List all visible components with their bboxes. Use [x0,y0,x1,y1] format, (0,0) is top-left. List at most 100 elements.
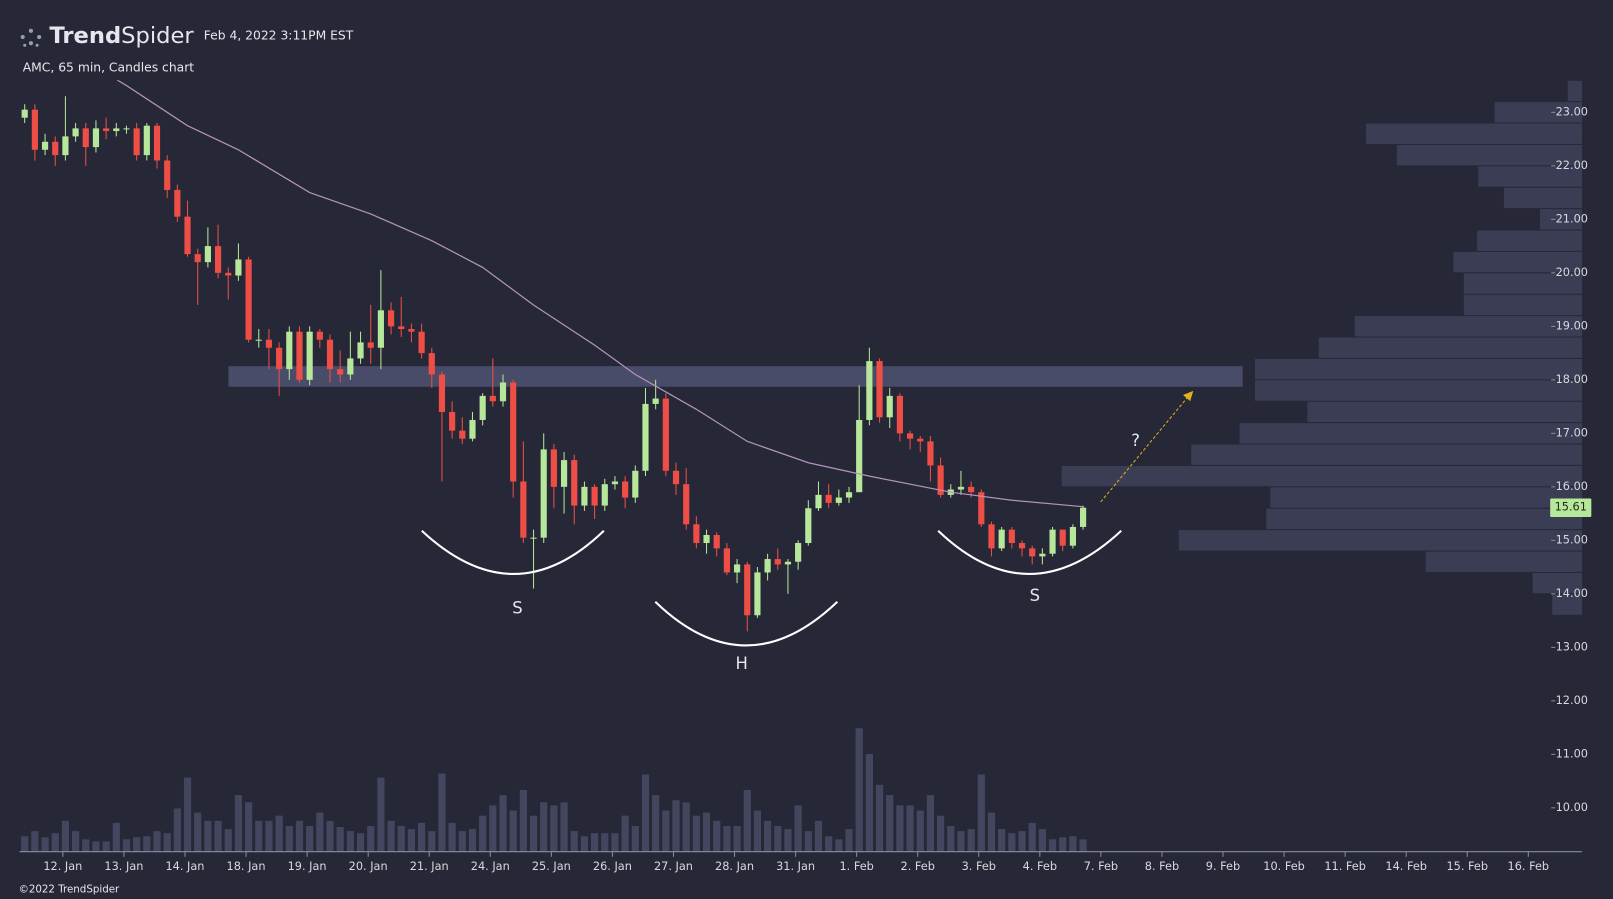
annotation: ? [1131,431,1140,450]
candle-body [408,329,415,332]
candle-body [469,419,476,439]
candle-body [835,497,842,503]
volume-bar [112,822,120,852]
volume-bar [509,810,517,852]
logo-icon [20,28,42,47]
volume-bar [143,836,151,852]
volume-bar [377,777,385,852]
candle-body [591,486,598,506]
volume-bar [346,831,354,852]
volume-bar [865,753,873,852]
candle-body [713,534,720,549]
profile-bar [1318,337,1583,358]
candle-body [357,342,364,359]
x-tick-label: 1. Feb [839,860,873,873]
volume-bar [937,815,945,852]
volume-bar [926,795,935,852]
candle-body [245,259,252,340]
profile-bar [1396,144,1583,166]
candle-body [459,430,466,439]
x-tick-label: 24. Jan [471,860,510,873]
candle-body [62,136,69,156]
volume-bar [723,825,731,852]
volume-bar [1038,829,1046,852]
timestamp: Feb 4, 2022 3:11PM EST [204,29,354,43]
x-tick-label: 12. Jan [43,860,82,873]
volume-bar [896,805,904,852]
volume-bar [61,820,70,852]
volume-bar [987,812,996,852]
candle-body [286,331,293,370]
profile-bar [1503,187,1583,209]
volume-bar [479,815,487,852]
candle-body [276,347,283,370]
volume-bar [906,805,914,852]
candle-body [581,486,588,506]
candle-body [153,125,161,161]
candle-body [632,470,639,498]
volume-bar [397,825,405,852]
candle-body [896,395,903,434]
x-tick-label: 26. Jan [593,860,632,873]
candle-body [754,572,761,616]
y-tick-label: 14.00 [1556,587,1588,600]
y-tick-label: 15.00 [1556,533,1588,546]
candle-body [906,433,914,439]
volume-bar [570,831,578,852]
candle-body [367,342,374,348]
volume-bar [550,805,558,852]
candle-body [41,141,49,150]
candle-body [611,481,619,485]
candle-body [795,543,802,562]
profile-bar [1494,102,1583,123]
volume-bar [499,795,507,852]
candle-body [540,449,547,538]
volume-bar [784,829,792,852]
profile-bar [1191,444,1583,465]
volume-bar [316,812,324,852]
brand-rest: Spider [121,23,194,49]
candle-body [255,339,262,341]
candle-body [1029,548,1036,557]
y-tick-label: 22.00 [1556,159,1588,172]
profile-bar [1478,166,1583,187]
volume-bar [743,789,751,852]
candle-body [265,339,273,348]
candle-body [235,259,242,276]
volume-bar [967,829,975,852]
candle-body [917,438,924,442]
x-tick-label: 11. Feb [1324,860,1366,873]
candle-body [784,561,792,565]
breakout-arrow [1100,392,1192,503]
volume-bar [855,728,863,852]
candle-body [143,125,150,156]
candle-body [31,109,38,150]
candle-body [988,524,995,549]
y-tick-label: 18.00 [1556,373,1588,386]
candle-body [1069,526,1076,546]
candle-body [601,484,608,506]
profile-bar [1354,316,1583,337]
arrow-head [1182,390,1194,402]
profile-bar [1539,209,1583,230]
brand-bold: Trend [49,23,121,49]
candle-body [438,374,446,412]
candle-body [72,128,79,137]
candle-body [937,465,944,495]
profile-bar [1463,294,1583,316]
volume-bar [71,831,80,852]
annotation: S [1030,586,1040,605]
candle-body [52,141,59,156]
candle-body [978,492,985,525]
candle-body [1039,553,1046,557]
x-tick-label: 10. Feb [1263,860,1305,873]
volume-bar [194,812,202,852]
profile-bar [1239,423,1583,444]
volume-bar [957,831,965,852]
x-tick-label: 31. Jan [776,860,815,873]
x-tick-label: 27. Jan [654,860,693,873]
volume-bar [122,839,131,852]
profile-bar [1425,551,1583,572]
y-tick-label: 23.00 [1556,105,1588,118]
